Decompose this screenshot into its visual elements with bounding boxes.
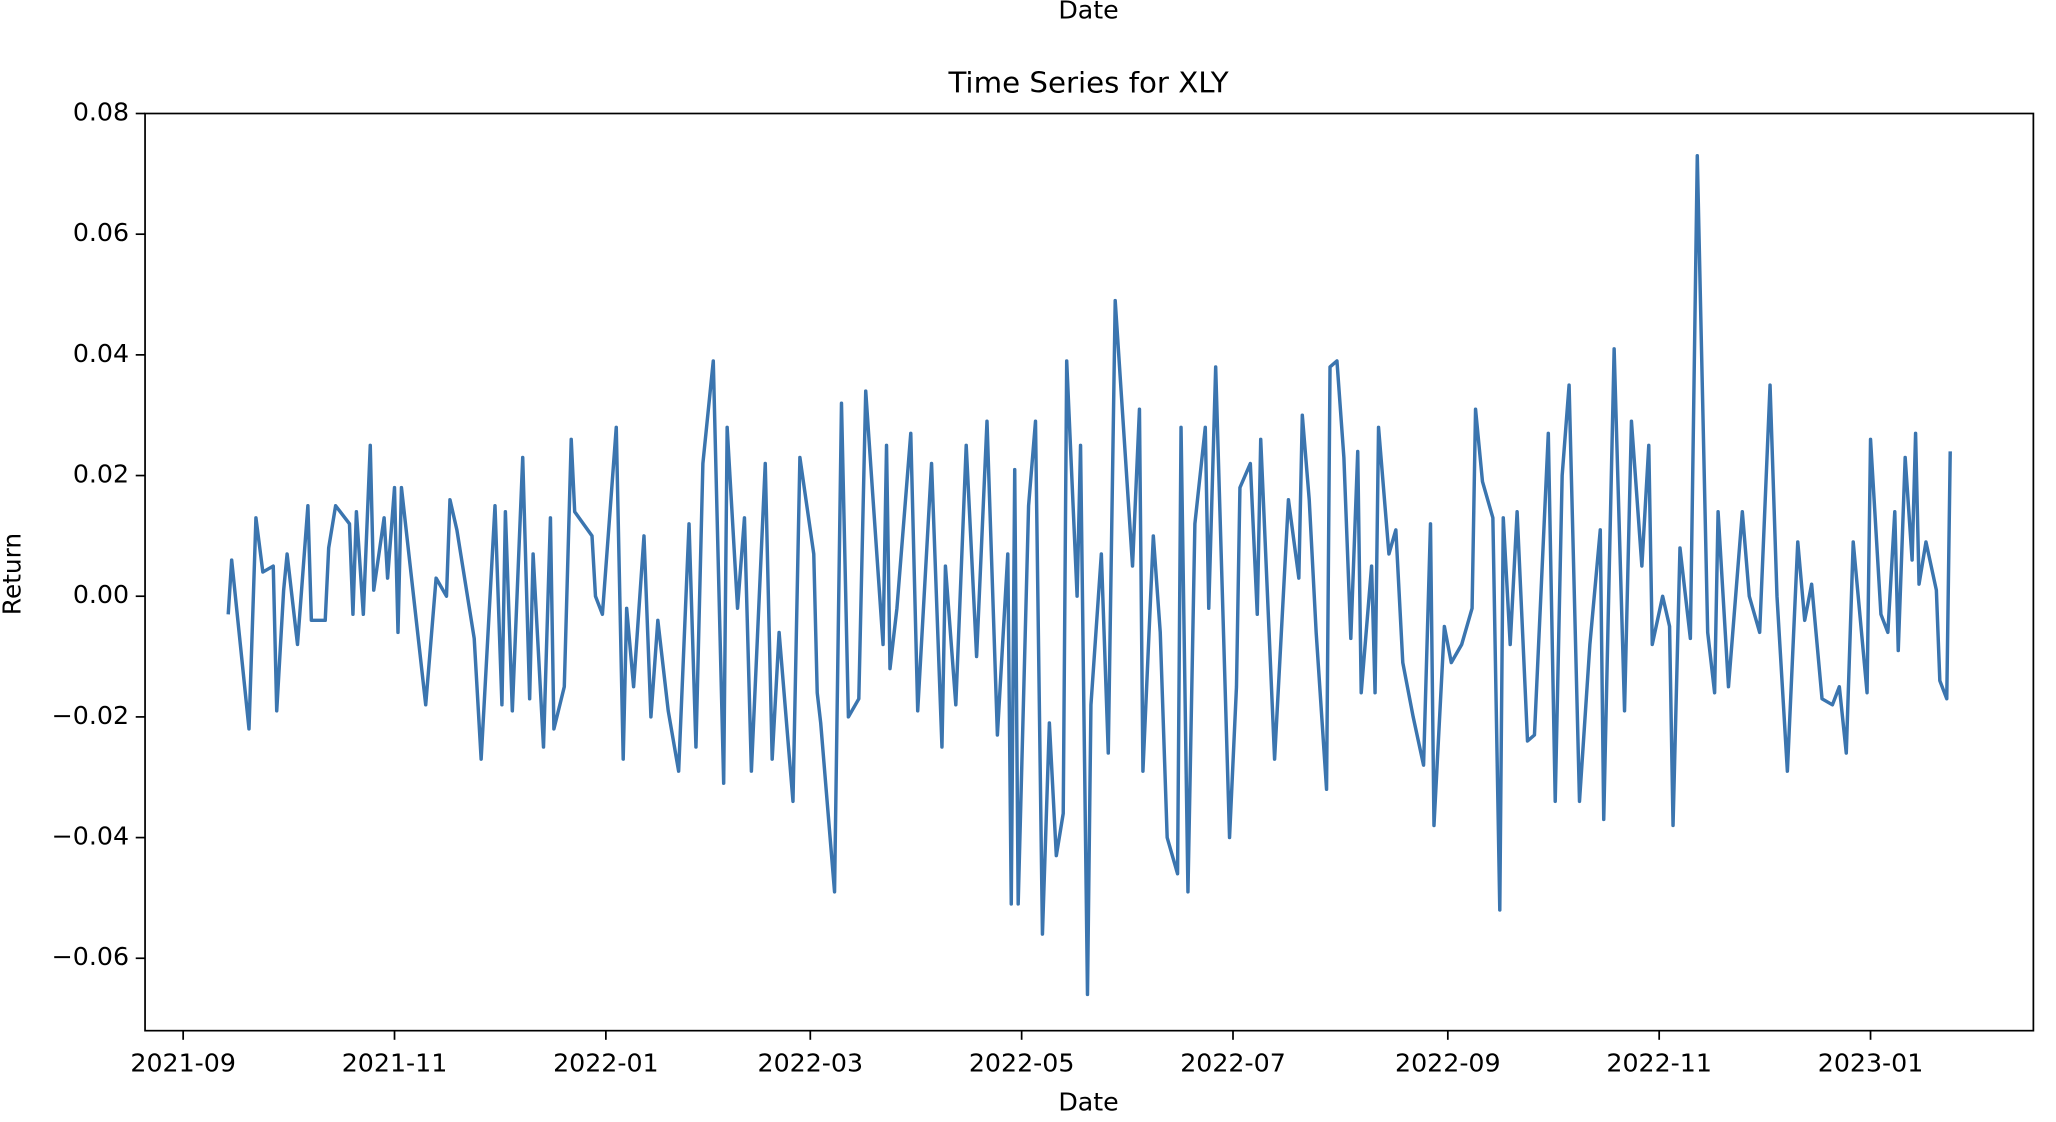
x-tick-label: 2022-07 [1180,1049,1286,1078]
y-tick-label: 0.02 [73,460,129,489]
data-line [226,154,1952,997]
x-tick-label: 2021-09 [130,1049,236,1078]
y-tick-label: −0.02 [52,701,129,730]
y-tick-label: 0.04 [73,339,129,368]
x-tick-label: 2022-03 [758,1049,864,1078]
x-tick-label: 2022-11 [1606,1049,1712,1078]
y-tick-label: −0.04 [52,822,129,851]
y-tick-label: 0.06 [73,218,129,247]
y-tick-label: −0.06 [52,942,129,971]
x-tick-label: 2022-09 [1395,1049,1501,1078]
y-tick-label: 0.08 [73,98,129,127]
plot-frame [144,112,2035,1032]
x-tick-label: 2021-11 [342,1049,448,1078]
clipped-axis-label: Date [1058,0,1118,25]
x-axis-label: Date [1058,1088,1118,1117]
x-tick-label: 2022-01 [553,1049,659,1078]
y-axis-label: Return [0,533,26,615]
y-tick-label: 0.00 [73,580,129,609]
chart-title: Time Series for XLY [947,66,1228,100]
x-tick-label: 2022-05 [969,1049,1075,1078]
x-tick-label: 2023-01 [1818,1049,1924,1078]
